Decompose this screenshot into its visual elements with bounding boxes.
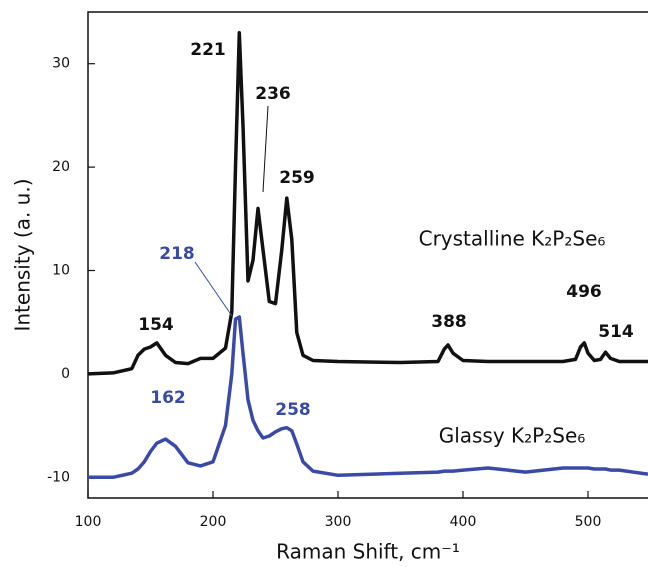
y-tick-label: -10	[47, 469, 70, 485]
peak-label: 258	[275, 400, 311, 420]
x-tick-label: 400	[450, 514, 477, 530]
series-label: Crystalline K₂P₂Se₆	[419, 227, 606, 251]
y-tick-label: 10	[52, 263, 70, 279]
plot-frame	[87, 11, 648, 499]
x-axis-label: Raman Shift, cm⁻¹	[276, 540, 460, 564]
x-tick-label: 200	[200, 514, 227, 530]
series-label: Glassy K₂P₂Se₆	[439, 424, 586, 448]
x-tick-label: 500	[575, 514, 602, 530]
leader-line	[194, 261, 233, 317]
y-axis-label: Intensity (a. u.)	[11, 178, 35, 331]
y-tick-label: 0	[61, 366, 70, 382]
peak-label: 154	[138, 315, 174, 335]
series-line	[88, 315, 648, 480]
y-tick-label: 30	[52, 56, 70, 72]
peak-label: 221	[190, 40, 226, 60]
peak-label: 514	[598, 322, 634, 342]
leader-line	[262, 105, 269, 193]
peak-label: 162	[150, 388, 186, 408]
peak-label: 388	[431, 312, 467, 332]
peak-label: 259	[279, 168, 315, 188]
peak-label: 236	[255, 84, 291, 104]
series-line	[87, 30, 648, 376]
x-tick-label: 300	[325, 514, 352, 530]
peak-label: 496	[566, 282, 602, 302]
peak-label: 218	[159, 244, 195, 264]
y-tick-label: 20	[52, 159, 70, 175]
x-tick-label: 100	[75, 514, 102, 530]
